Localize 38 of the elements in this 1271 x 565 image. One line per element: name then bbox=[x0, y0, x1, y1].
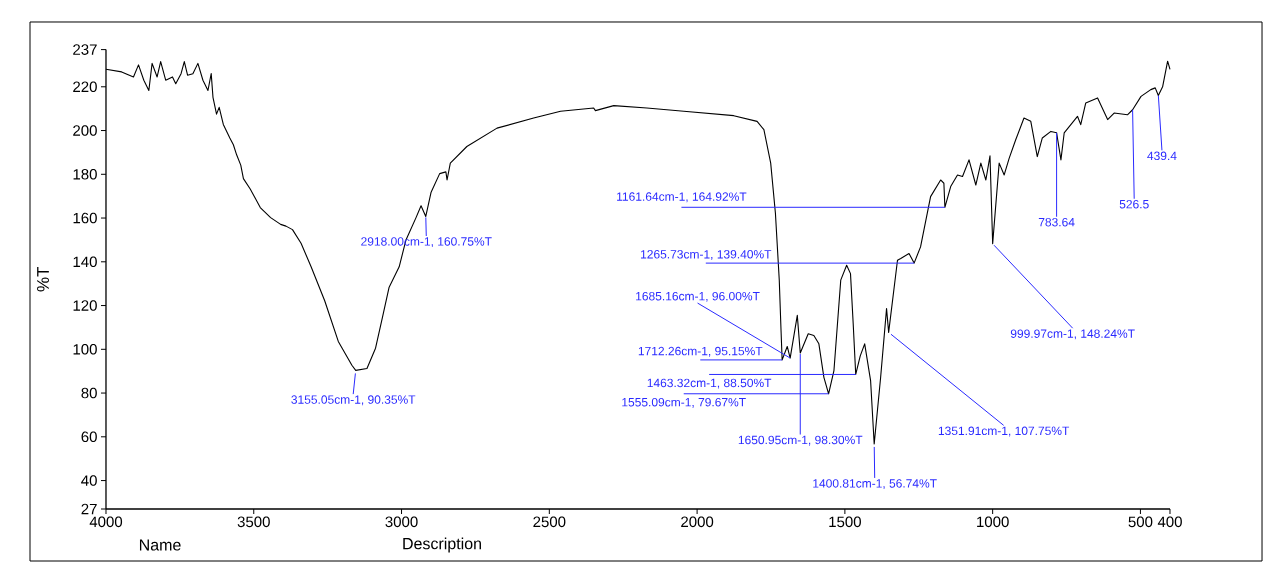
annotation: 783.64 bbox=[1038, 217, 1075, 227]
y-tick-label: 80 bbox=[81, 387, 97, 399]
annotation: 439.4 bbox=[1147, 151, 1177, 161]
annotation: 1351.91cm-1, 107.75%T bbox=[938, 426, 1070, 437]
annotation: 1555.09cm-1, 79.67%T bbox=[622, 397, 746, 408]
y-tick-label: 220 bbox=[73, 81, 97, 93]
y-tick-label: 160 bbox=[73, 212, 97, 224]
x-tick-label: 1000 bbox=[977, 516, 1009, 528]
y-tick-label: 60 bbox=[81, 431, 97, 443]
text: Name bbox=[139, 539, 181, 551]
x-tick-label: 2500 bbox=[533, 516, 566, 528]
annotation: 1463.32cm-1, 88.50%T bbox=[647, 378, 772, 389]
x-tick-label: 500 bbox=[1128, 516, 1153, 528]
annotation: 1400.81cm-1, 56.74%T bbox=[813, 479, 937, 490]
annotation: 999.97cm-1, 148.24%T bbox=[1010, 329, 1135, 340]
y-tick-label: 180 bbox=[73, 168, 97, 180]
annotation: 1650.95cm-1, 98.30%T bbox=[738, 435, 863, 446]
y-tick-label: 140 bbox=[73, 256, 97, 268]
x-tick-label: 3000 bbox=[385, 516, 418, 528]
annotation: 1685.16cm-1, 96.00%T bbox=[636, 291, 760, 302]
annotation: 1265.73cm-1, 139.40%T bbox=[641, 250, 772, 260]
text: Description bbox=[403, 537, 481, 553]
y-tick-label: 200 bbox=[73, 125, 97, 136]
annotation: 1161.64cm-1, 164.92%T bbox=[617, 192, 747, 203]
y-axis-title: %T bbox=[37, 266, 49, 292]
annotation: 3155.05cm-1, 90.35%T bbox=[291, 395, 416, 406]
y-tick-label: 40 bbox=[81, 475, 97, 486]
x-tick-label: 2000 bbox=[681, 516, 714, 528]
annotation: 1712.26cm-1, 95.15%T bbox=[638, 346, 763, 357]
y-tick-label: 237 bbox=[73, 44, 97, 55]
annotation: 526.5 bbox=[1119, 199, 1149, 209]
y-tick-label: 27 bbox=[81, 503, 97, 515]
y-tick-label: 120 bbox=[73, 300, 97, 311]
x-tick-label: 1500 bbox=[829, 516, 861, 528]
x-tick-label: 4000 bbox=[89, 516, 123, 528]
y-tick-label: 100 bbox=[73, 344, 97, 355]
x-tick-label: 3500 bbox=[237, 516, 270, 528]
x-tick-label: 400 bbox=[1157, 516, 1182, 528]
